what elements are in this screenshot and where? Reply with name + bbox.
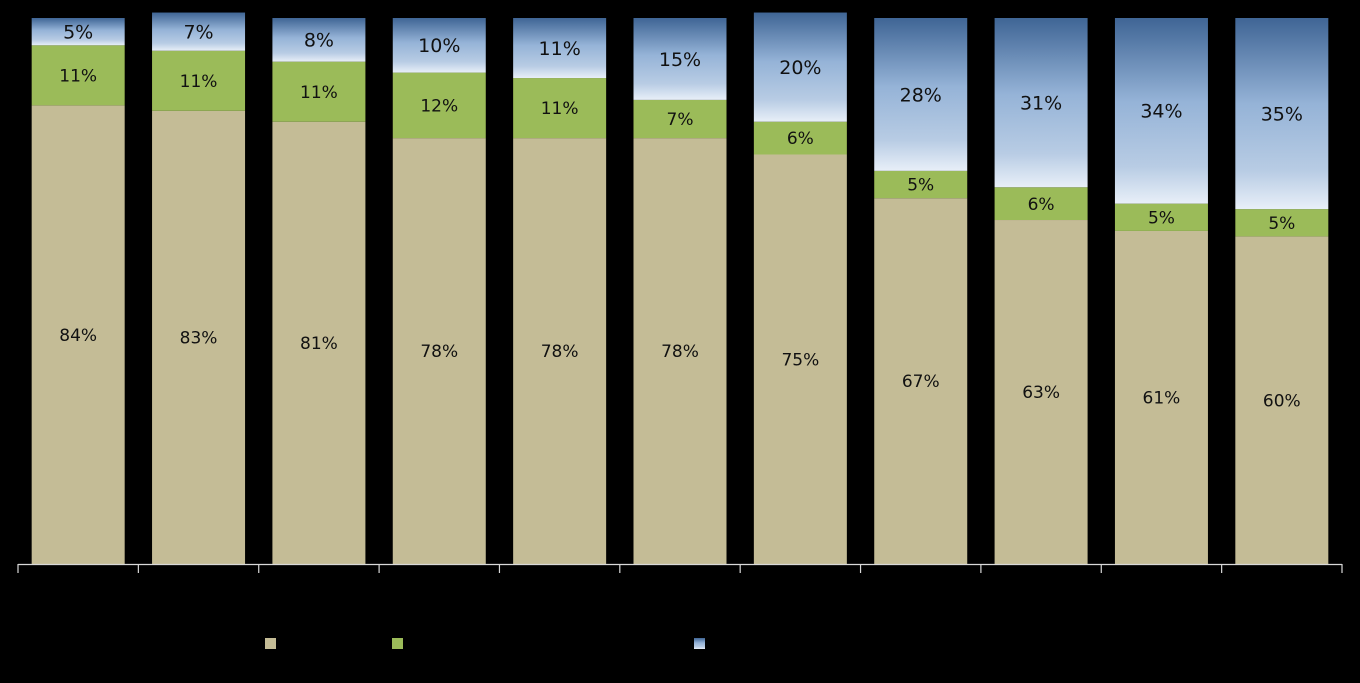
data-label-middle: 12% [420,96,458,116]
data-label-middle: 5% [1268,214,1295,234]
bar-segment-middle [874,170,968,199]
data-label-middle: 6% [1028,195,1055,215]
bar-segment-base [633,138,727,564]
data-label-top: 8% [304,30,334,52]
bar-segment-middle [994,187,1088,221]
data-label-middle: 11% [59,66,97,86]
data-label-middle: 5% [907,176,934,196]
bar-segment-top [272,18,366,62]
bar-segment-top [874,18,968,171]
data-label-top: 15% [659,49,701,71]
data-label-base: 61% [1143,389,1181,409]
data-label-base: 78% [420,342,458,362]
bar-segment-top [1114,18,1208,204]
bar-segment-middle [753,121,847,155]
data-label-middle: 6% [787,129,814,149]
data-label-top: 34% [1140,101,1182,123]
bar-segment-middle [152,50,246,111]
bar-segment-middle [31,45,125,106]
data-label-top: 11% [539,38,581,60]
legend-swatch [392,638,403,649]
bar-segment-base [513,138,607,564]
bar-segment-top [1235,18,1329,210]
data-labels-layer: 84% 11% 5% 83% 11% 7% 81% 11% 8% 78% 12% 10% 78% 11% 1… [59,21,1303,411]
bar-segment-base [1235,236,1329,564]
data-label-base: 83% [180,329,218,349]
legend [265,638,705,649]
data-label-base: 81% [300,334,338,354]
bar-segment-top [994,18,1088,188]
bar-segment-base [1114,230,1208,564]
bar-segment-top [392,18,486,73]
data-label-base: 84% [59,326,97,346]
bar-segment-base [753,154,847,564]
bar-segment-base [152,110,246,564]
x-axis [17,563,1343,573]
bar-segment-base [874,198,968,564]
bar-segment-base [272,121,366,565]
bar-segment-top [31,18,125,46]
data-label-middle: 11% [180,72,218,92]
bar-segment-middle [1235,209,1329,237]
data-label-base: 63% [1022,383,1060,403]
bar-segment-middle [1114,203,1208,231]
data-label-base: 60% [1263,391,1301,411]
bar-segment-middle [272,61,366,122]
data-label-base: 75% [781,350,819,370]
data-label-top: 20% [779,57,821,79]
data-label-base: 67% [902,372,940,392]
data-label-middle: 11% [300,83,338,103]
data-label-top: 35% [1261,103,1303,125]
bar-segment-middle [392,72,486,139]
data-label-top: 10% [418,35,460,57]
legend-swatch [265,638,276,649]
data-label-middle: 7% [667,110,694,130]
data-label-top: 7% [183,21,213,43]
bar-segment-base [31,105,125,565]
legend-swatch [694,638,705,649]
data-label-middle: 11% [541,99,579,119]
bar-segment-middle [633,99,727,139]
bar-segment-middle [513,78,607,139]
bar-segment-base [392,138,486,564]
bar-segment-top [633,18,727,100]
data-label-top: 28% [900,84,942,106]
data-label-middle: 5% [1148,208,1175,228]
bar-segment-base [994,220,1088,564]
data-label-top: 31% [1020,92,1062,114]
bar-segment-top [753,12,847,122]
data-label-top: 5% [63,21,93,43]
data-label-base: 78% [661,342,699,362]
bars-layer [31,12,1329,565]
bar-segment-top [152,12,246,51]
bar-segment-top [513,18,607,79]
data-label-base: 78% [541,342,579,362]
